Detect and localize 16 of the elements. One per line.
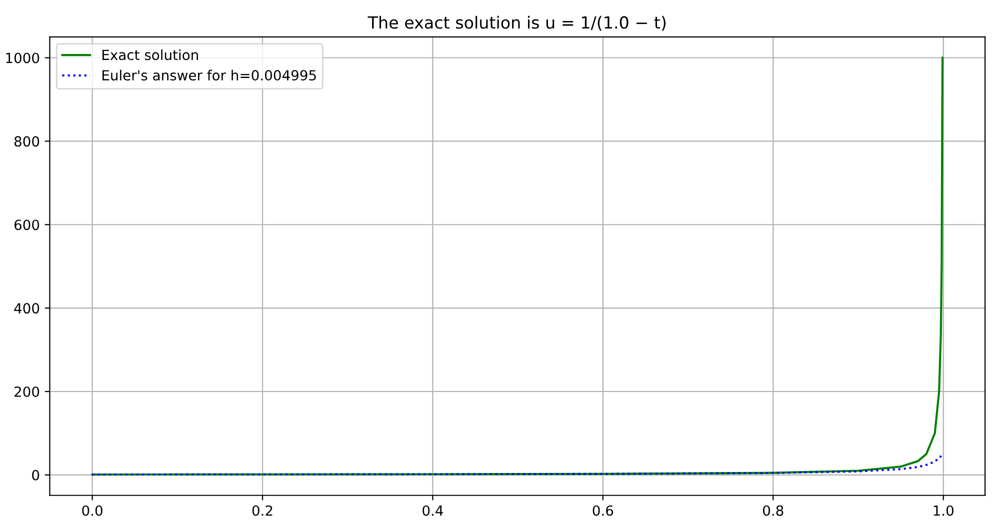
line-series	[91, 454, 944, 476]
legend-label: Euler's answer for h=0.004995	[102, 70, 316, 81]
x-tick-label: 0.0	[82, 505, 102, 516]
x-tick-label: 0.2	[252, 505, 272, 516]
x-tick-label: 0.8	[763, 505, 784, 516]
x-tick-label: 0.6	[592, 505, 614, 516]
x-tick-label: 1.0	[934, 505, 954, 516]
y-tick-label: 800	[14, 136, 40, 147]
legend-label: Exact solution	[102, 49, 198, 60]
y-tick-label: 200	[14, 386, 40, 397]
y-tick-label: 400	[14, 303, 40, 314]
y-tick-label: 600	[14, 220, 40, 230]
y-tick-label: 1000	[6, 52, 40, 64]
y-tick-label: 0	[32, 470, 40, 480]
chart-title: The exact solution is u = 1/(1.0 − t)	[368, 16, 666, 31]
x-tick-label: 0.4	[422, 505, 443, 516]
